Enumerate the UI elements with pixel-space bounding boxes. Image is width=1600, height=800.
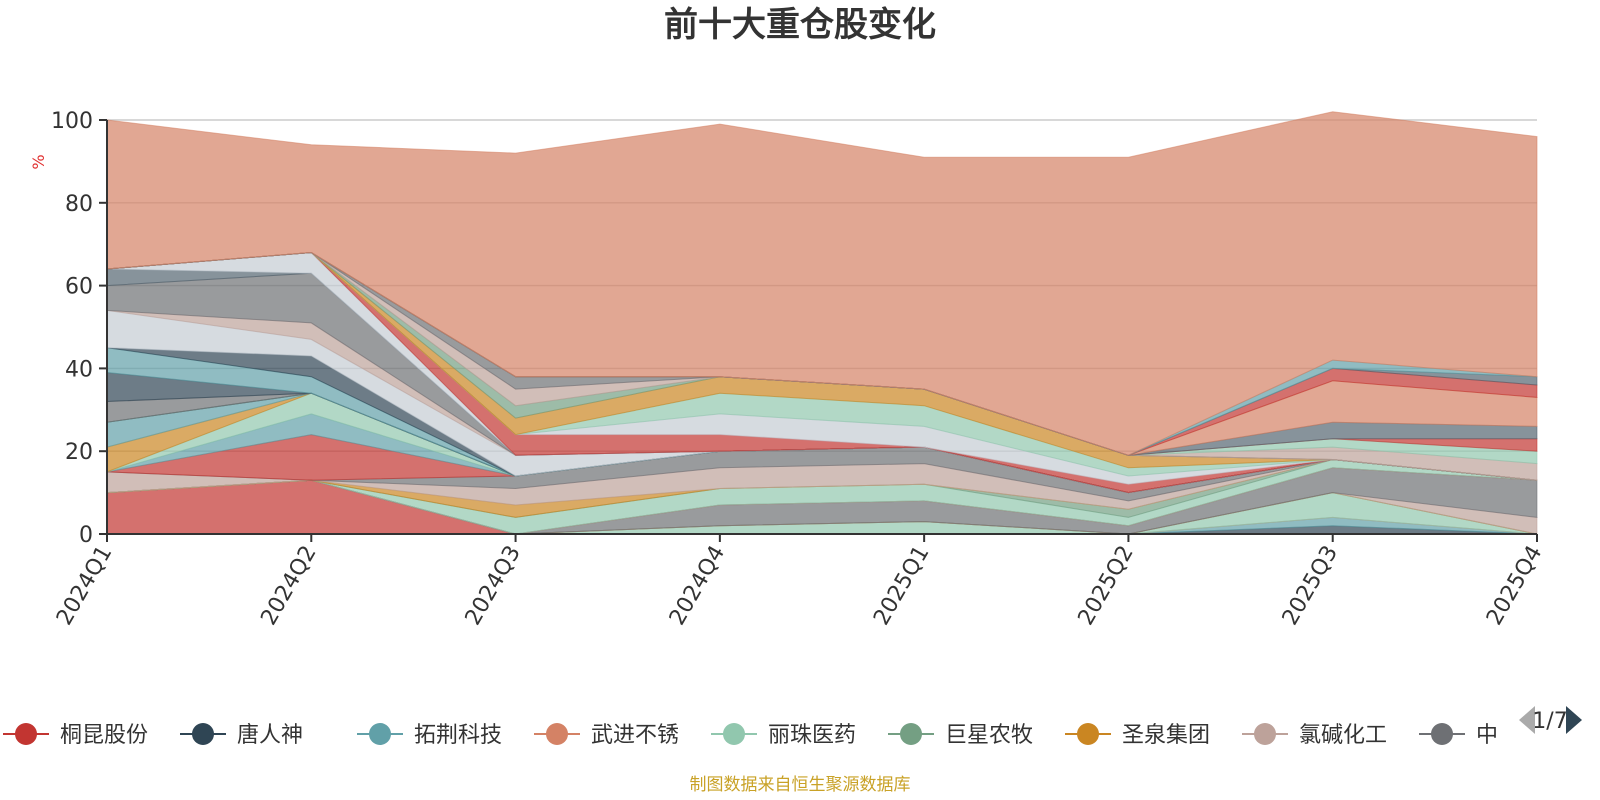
legend-label: 中 bbox=[1476, 723, 1498, 748]
data-source-note: 制图数据来自恒生聚源数据库 bbox=[690, 775, 911, 795]
legend-item[interactable]: 中 bbox=[1419, 723, 1498, 748]
legend-item[interactable]: 巨星农牧 bbox=[888, 723, 1033, 748]
legend-pager: 1/7 bbox=[1519, 706, 1582, 734]
legend-circle-icon bbox=[15, 723, 37, 745]
y-tick-label: 60 bbox=[65, 275, 93, 300]
legend-item[interactable]: 唐人神 bbox=[180, 723, 303, 748]
x-tick-label: 2025Q3 bbox=[1278, 542, 1343, 630]
legend-label: 唐人神 bbox=[237, 723, 303, 748]
legend-label: 氯碱化工 bbox=[1299, 723, 1387, 748]
chart-title: 前十大重仓股变化 bbox=[664, 5, 936, 45]
legend-item[interactable]: 拓荆科技 bbox=[357, 723, 502, 748]
y-tick-label: 100 bbox=[51, 109, 93, 134]
area-series-48[interactable] bbox=[106, 111, 1538, 456]
legend-label: 巨星农牧 bbox=[945, 723, 1033, 748]
legend-circle-icon bbox=[192, 723, 214, 745]
x-tick-label: 2024Q2 bbox=[256, 542, 321, 630]
x-tick-label: 2024Q4 bbox=[665, 542, 730, 630]
legend-circle-icon bbox=[546, 723, 568, 745]
legend-item[interactable]: 氯碱化工 bbox=[1242, 723, 1387, 748]
area-layer bbox=[106, 111, 1538, 535]
x-tick-label: 2025Q4 bbox=[1482, 542, 1547, 630]
triangle-right-icon[interactable] bbox=[1566, 706, 1582, 734]
y-tick-label: 80 bbox=[65, 192, 93, 217]
legend-item[interactable]: 桐昆股份 bbox=[3, 723, 148, 748]
y-axis-unit: % bbox=[29, 154, 48, 169]
x-tick-label: 2025Q2 bbox=[1074, 542, 1139, 630]
legend-label: 武进不锈 bbox=[591, 723, 679, 748]
x-tick-label: 2024Q1 bbox=[52, 542, 117, 630]
legend-item[interactable]: 圣泉集团 bbox=[1065, 723, 1210, 748]
legend-label: 拓荆科技 bbox=[414, 723, 502, 748]
legend-circle-icon bbox=[369, 723, 391, 745]
legend-item[interactable]: 武进不锈 bbox=[534, 723, 679, 748]
legend-item[interactable]: 丽珠医药 bbox=[711, 723, 856, 748]
legend-circle-icon bbox=[723, 723, 745, 745]
legend-page-indicator: 1/7 bbox=[1532, 709, 1567, 734]
legend-label: 桐昆股份 bbox=[60, 723, 148, 748]
legend-label: 圣泉集团 bbox=[1122, 723, 1210, 748]
legend-circle-icon bbox=[900, 723, 922, 745]
x-tick-label: 2025Q1 bbox=[869, 542, 934, 630]
legend-circle-icon bbox=[1077, 723, 1099, 745]
x-tick-label: 2024Q3 bbox=[461, 542, 526, 630]
y-tick-label: 20 bbox=[65, 440, 93, 465]
legend-label: 丽珠医药 bbox=[768, 723, 856, 748]
legend: 桐昆股份 唐人神 拓荆科技 武进不锈 丽珠医药 巨星农牧 圣泉集团 氯碱化工 中 bbox=[3, 723, 1498, 748]
y-tick-label: 40 bbox=[65, 357, 93, 382]
y-tick-label: 0 bbox=[79, 523, 93, 548]
triangle-left-icon[interactable] bbox=[1519, 706, 1535, 734]
legend-circle-icon bbox=[1254, 723, 1276, 745]
legend-circle-icon bbox=[1431, 723, 1453, 745]
